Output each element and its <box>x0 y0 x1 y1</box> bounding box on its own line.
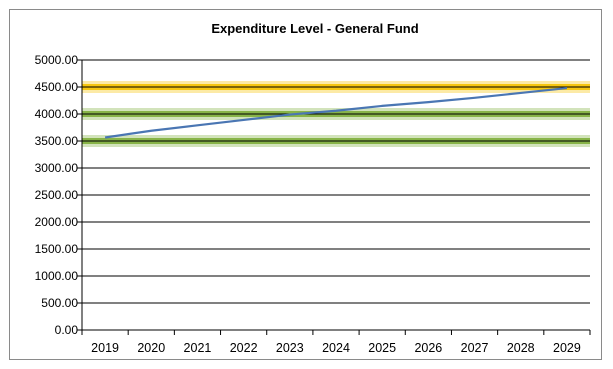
y-tick-label: 2000.00 <box>35 215 79 229</box>
y-tick-label: 3000.00 <box>35 161 79 175</box>
y-tick-label: 1000.00 <box>35 269 79 283</box>
x-tick-label: 2022 <box>230 341 258 355</box>
x-tick-label: 2029 <box>553 341 581 355</box>
x-tick-label: 2023 <box>276 341 304 355</box>
y-tick-label: 2500.00 <box>35 188 79 202</box>
y-tick-label: 3500.00 <box>35 134 79 148</box>
x-tick-label: 2026 <box>414 341 442 355</box>
threshold-bands <box>82 81 590 147</box>
x-tick-label: 2025 <box>368 341 396 355</box>
series-lines <box>104 86 568 139</box>
x-tick-label: 2020 <box>137 341 165 355</box>
y-tick-label: 0.00 <box>55 323 79 337</box>
x-tick-label: 2019 <box>91 341 119 355</box>
y-tick-label: 500.00 <box>41 296 78 310</box>
chart-title: Expenditure Level - General Fund <box>211 21 418 36</box>
gridlines <box>82 59 590 331</box>
x-tick-label: 2028 <box>507 341 535 355</box>
y-tick-label: 4500.00 <box>35 80 79 94</box>
y-tick-label: 1500.00 <box>35 242 79 256</box>
y-tick-label: 5000.00 <box>35 53 79 67</box>
x-tick-label: 2021 <box>184 341 212 355</box>
x-tick-label: 2024 <box>322 341 350 355</box>
chart-frame <box>9 9 602 360</box>
y-axis-ticks: 0.00 500.00 1000.00 1500.00 2000.00 2500.00 30… <box>35 53 82 337</box>
x-tick-label: 2027 <box>461 341 489 355</box>
y-tick-label: 4000.00 <box>35 107 79 121</box>
x-axis-ticks: 2019 2020 2021 2022 2023 2024 2025 2026 2027 2028… <box>81 330 591 355</box>
